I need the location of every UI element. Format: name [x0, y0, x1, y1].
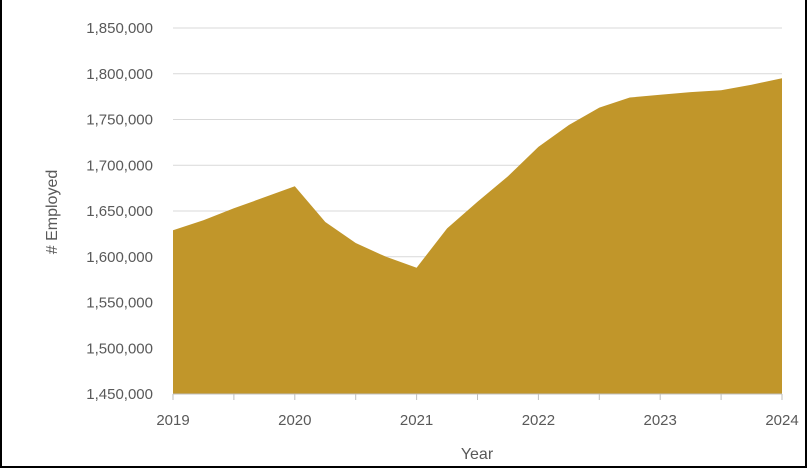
x-tick-label: 2023 — [644, 412, 677, 429]
y-tick-label: 1,800,000 — [86, 66, 153, 83]
y-tick-label: 1,850,000 — [86, 20, 153, 37]
area-fill — [173, 78, 782, 395]
x-tick-label: 2020 — [278, 412, 311, 429]
x-tick-label: 2021 — [400, 412, 433, 429]
y-tick-labels: 1,450,000 1,500,000 1,550,000 1,600,000 1,65… — [86, 20, 153, 403]
x-tick-label: 2019 — [156, 412, 189, 429]
y-tick-label: 1,600,000 — [86, 249, 153, 266]
x-tick-label: 2024 — [765, 412, 798, 429]
y-tick-label: 1,700,000 — [86, 157, 153, 174]
y-tick-label: 1,450,000 — [86, 386, 153, 403]
x-tick-label: 2022 — [522, 412, 555, 429]
x-axis-title: Year — [461, 446, 494, 463]
axes — [172, 393, 783, 400]
y-axis-title: # Employed — [44, 170, 61, 255]
x-tick-labels: 2019 2020 2021 2022 2023 2024 — [156, 412, 798, 429]
y-tick-label: 1,750,000 — [86, 112, 153, 129]
y-tick-label: 1,550,000 — [86, 295, 153, 312]
y-tick-label: 1,650,000 — [86, 203, 153, 220]
area-series — [173, 78, 782, 395]
y-tick-label: 1,500,000 — [86, 340, 153, 357]
